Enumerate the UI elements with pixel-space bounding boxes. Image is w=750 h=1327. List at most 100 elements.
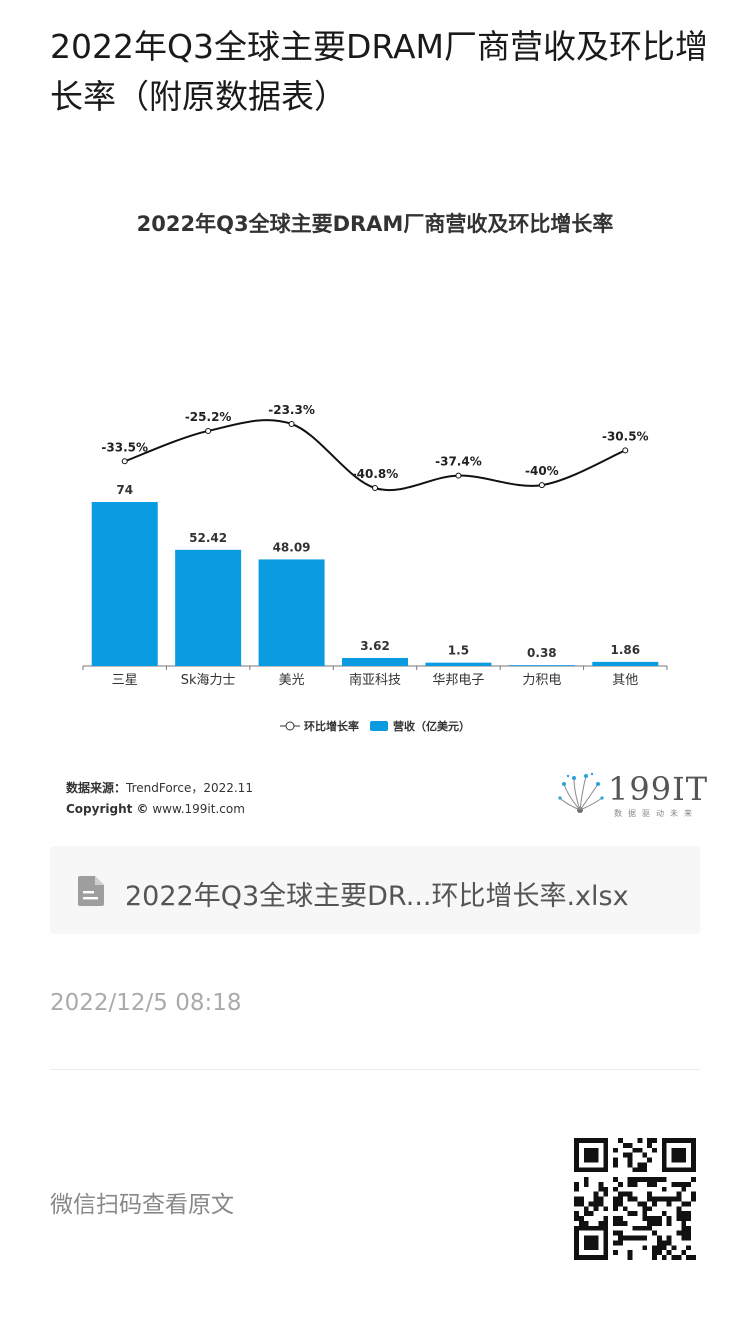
bar-value-label: 3.62 bbox=[360, 639, 390, 653]
qr-code-icon[interactable] bbox=[574, 1138, 696, 1260]
qr-module bbox=[588, 1201, 594, 1207]
qr-module bbox=[642, 1167, 648, 1173]
qr-module bbox=[681, 1211, 687, 1217]
qr-module bbox=[661, 1240, 667, 1246]
qr-module bbox=[617, 1138, 623, 1143]
qr-module bbox=[681, 1138, 687, 1143]
growth-rate-label: -25.2% bbox=[185, 410, 232, 424]
qr-module bbox=[617, 1201, 623, 1207]
qr-module bbox=[632, 1177, 638, 1182]
qr-module bbox=[681, 1250, 687, 1256]
legend-line-marker bbox=[285, 721, 295, 731]
qr-module bbox=[627, 1152, 633, 1158]
document-icon bbox=[78, 876, 104, 906]
qr-module bbox=[603, 1206, 609, 1212]
qr-module bbox=[588, 1235, 594, 1241]
growth-rate-label: -33.5% bbox=[101, 440, 148, 454]
qr-module bbox=[583, 1157, 589, 1163]
qr-module bbox=[676, 1255, 682, 1260]
qr-module bbox=[603, 1225, 609, 1231]
qr-module bbox=[652, 1196, 657, 1202]
qr-module bbox=[637, 1177, 643, 1182]
qr-module bbox=[574, 1230, 579, 1236]
qr-module bbox=[574, 1211, 579, 1217]
qr-module bbox=[681, 1186, 687, 1192]
qr-module bbox=[666, 1220, 672, 1226]
qr-module bbox=[578, 1220, 584, 1226]
qr-module bbox=[637, 1147, 643, 1153]
chart-image: 2022年Q3全球主要DRAM厂商营收及环比增长率 74 三星 52.42 Sk海力士… bbox=[50, 190, 707, 830]
qr-module bbox=[681, 1147, 687, 1153]
qr-module bbox=[598, 1181, 604, 1187]
qr-module bbox=[598, 1167, 604, 1173]
attachment-card[interactable]: 2022年Q3全球主要DR...环比增长率.xlsx bbox=[50, 846, 700, 934]
qr-module bbox=[588, 1255, 594, 1260]
qr-module bbox=[686, 1230, 692, 1236]
publish-timestamp: 2022/12/5 08:18 bbox=[50, 990, 242, 1016]
source-value: TrendForce，2022.11 bbox=[126, 781, 253, 795]
qr-module bbox=[583, 1240, 589, 1246]
qr-module bbox=[642, 1177, 648, 1182]
bar-4 bbox=[425, 662, 492, 666]
qr-module bbox=[647, 1216, 653, 1221]
qr-module bbox=[574, 1152, 579, 1158]
bar-0 bbox=[91, 502, 158, 666]
qr-module bbox=[583, 1147, 589, 1153]
qr-module bbox=[627, 1235, 633, 1241]
bar-3 bbox=[342, 657, 408, 666]
qr-module bbox=[588, 1167, 594, 1173]
qr-module bbox=[632, 1181, 638, 1187]
qr-module bbox=[676, 1206, 682, 1212]
qr-module bbox=[676, 1181, 682, 1187]
qr-module bbox=[617, 1181, 623, 1187]
qr-module bbox=[574, 1240, 579, 1246]
qr-module bbox=[583, 1138, 589, 1143]
qr-module bbox=[652, 1216, 657, 1221]
category-label: 华邦电子 bbox=[432, 673, 484, 688]
qr-module bbox=[647, 1181, 653, 1187]
growth-rate-point bbox=[622, 447, 629, 454]
qr-module bbox=[603, 1245, 609, 1251]
qr-module bbox=[661, 1162, 667, 1168]
qr-module bbox=[671, 1255, 677, 1260]
qr-module bbox=[578, 1201, 584, 1207]
qr-module bbox=[642, 1225, 648, 1231]
bar-1 bbox=[175, 549, 242, 666]
qr-module bbox=[676, 1147, 682, 1153]
qr-module bbox=[652, 1245, 657, 1251]
qr-module bbox=[583, 1181, 589, 1187]
qr-module bbox=[588, 1211, 594, 1217]
qr-module bbox=[613, 1196, 618, 1202]
qr-module bbox=[686, 1216, 692, 1221]
category-label: 美光 bbox=[279, 673, 305, 688]
qr-module bbox=[588, 1240, 594, 1246]
qr-module bbox=[598, 1225, 604, 1231]
qr-module bbox=[637, 1201, 643, 1207]
qr-module bbox=[676, 1216, 682, 1221]
qr-module bbox=[574, 1167, 579, 1173]
qr-module bbox=[583, 1245, 589, 1251]
qr-module bbox=[588, 1147, 594, 1153]
qr-module bbox=[593, 1240, 599, 1246]
qr-module bbox=[578, 1196, 584, 1202]
qr-module bbox=[622, 1235, 628, 1241]
combo-chart: 74 三星 52.42 Sk海力士 48.09 美光 3.62 南亚科技 1.5 华邦电子 0.38… bbox=[82, 403, 668, 733]
qr-module bbox=[588, 1138, 594, 1143]
qr-module bbox=[613, 1162, 618, 1168]
qr-module bbox=[622, 1142, 628, 1148]
attachment-file-name[interactable]: 2022年Q3全球主要DR...环比增长率.xlsx bbox=[125, 881, 629, 912]
qr-module bbox=[656, 1196, 662, 1202]
qr-module bbox=[617, 1240, 623, 1246]
qr-module bbox=[627, 1162, 633, 1168]
qr-module bbox=[661, 1142, 667, 1148]
qr-module bbox=[681, 1220, 687, 1226]
qr-module bbox=[593, 1167, 599, 1173]
qr-module bbox=[681, 1216, 687, 1221]
qr-module bbox=[691, 1147, 696, 1153]
qr-module bbox=[691, 1162, 696, 1168]
qr-module bbox=[574, 1181, 579, 1187]
bar-5 bbox=[508, 665, 575, 666]
qr-module bbox=[637, 1138, 643, 1143]
qr-module bbox=[642, 1216, 648, 1221]
qr-module bbox=[681, 1157, 687, 1163]
